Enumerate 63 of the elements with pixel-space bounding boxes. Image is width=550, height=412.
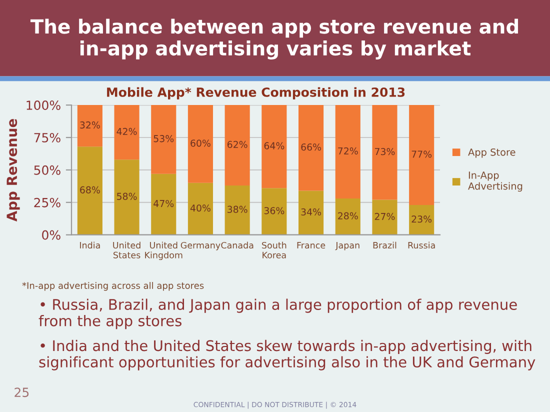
data-label: 72%	[338, 147, 358, 155]
text: • India and the United States skew towards in-app advertising, with significant opportunities for advertising also in the UK and Germany	[39, 340, 536, 370]
x-tick-label: France	[297, 242, 326, 249]
text: *In-app advertising across all app stores	[22, 282, 204, 291]
x-tick-label: United States	[113, 242, 140, 258]
data-label: 47%	[154, 200, 174, 208]
y-tick-label: 100%	[26, 100, 60, 110]
data-label: 27%	[374, 212, 395, 220]
y-tick-label: 25%	[34, 198, 60, 208]
data-label: 60%	[190, 140, 210, 147]
bar	[188, 105, 214, 183]
x-tick-label: India	[80, 242, 100, 249]
text: 25	[14, 388, 29, 398]
bar	[151, 174, 176, 235]
data-label: 23%	[412, 216, 432, 223]
data-label: 42%	[116, 128, 137, 136]
y-axis-title: App Revenue	[6, 118, 20, 222]
data-label: 77%	[412, 150, 432, 158]
bar	[188, 182, 214, 235]
data-label: 36%	[264, 207, 284, 214]
bar	[298, 190, 324, 235]
bar	[114, 160, 140, 235]
data-label: 32%	[80, 121, 100, 129]
x-tick-label: Brazil	[373, 242, 396, 249]
bar	[262, 105, 287, 188]
bar	[335, 105, 360, 198]
bar	[409, 105, 434, 205]
bar	[77, 105, 102, 147]
bar	[77, 146, 102, 235]
chart-title: The balance between app store revenue and in-app advertising varies by market	[30, 18, 518, 60]
data-label: 73%	[375, 148, 395, 156]
x-tick-label: South Korea	[262, 242, 286, 258]
y-tick-label: 50%	[34, 165, 60, 175]
x-tick-label: Germany	[180, 242, 220, 250]
x-tick-label: Russia	[408, 242, 435, 249]
data-label: 34%	[301, 208, 321, 216]
legend-label: In-App Advertising	[468, 172, 522, 192]
bar	[151, 105, 176, 174]
data-label: 68%	[80, 186, 100, 194]
bar	[262, 188, 287, 235]
chart-subtitle: Mobile App* Revenue Composition in 2013	[107, 87, 405, 100]
data-label: 58%	[117, 192, 137, 200]
data-label: 38%	[228, 206, 248, 213]
bar	[224, 105, 250, 186]
text: • Russia, Brazil, and Japan gain a large proportion of app revenue from the app stores	[38, 298, 517, 330]
data-label: 28%	[338, 212, 358, 220]
data-label: 62%	[227, 140, 248, 148]
legend-label: App Store	[468, 148, 516, 158]
data-label: 66%	[301, 143, 321, 151]
x-tick-label: Japan	[335, 242, 360, 250]
y-tick-label: 75%	[34, 132, 60, 142]
data-label: 53%	[154, 135, 174, 142]
bar	[335, 198, 360, 235]
bar	[114, 105, 140, 160]
bar	[372, 200, 398, 235]
bar	[298, 105, 324, 191]
bar	[409, 204, 434, 235]
data-label: 40%	[190, 204, 210, 212]
bar	[372, 105, 398, 200]
bar	[224, 186, 250, 235]
x-tick-label: Canada	[221, 242, 254, 249]
data-label: 64%	[264, 142, 284, 150]
y-tick-label: 0%	[42, 230, 60, 240]
